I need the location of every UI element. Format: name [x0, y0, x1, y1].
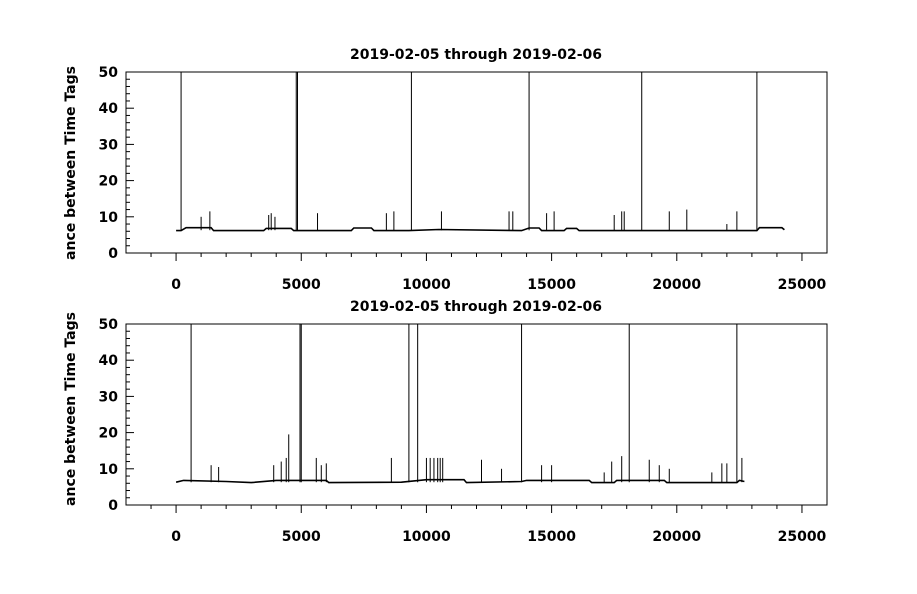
x-tick-label: 25000 — [778, 529, 827, 545]
y-tick-label: 20 — [99, 174, 119, 190]
x-tick-label: 5000 — [282, 277, 321, 293]
series-baseline-line — [175, 478, 745, 484]
x-tick-label: 15000 — [527, 277, 576, 293]
y-tick-label: 0 — [108, 246, 118, 262]
data-trace — [176, 72, 785, 232]
data-trace — [175, 324, 745, 484]
x-tick-label: 5000 — [282, 529, 321, 545]
chart-panel-top: 2019-02-05 through 2019-02-06 ance betwe… — [63, 47, 828, 293]
y-tick-label: 10 — [99, 462, 119, 478]
x-tick-label: 10000 — [402, 529, 451, 545]
chart-panel-bottom: 2019-02-05 through 2019-02-06 ance betwe… — [63, 299, 828, 545]
axis-ticks — [126, 323, 803, 513]
y-tick-label: 20 — [99, 426, 119, 442]
x-tick-labels: 0 5000 10000 15000 20000 25000 — [171, 277, 826, 293]
chart-title: 2019-02-05 through 2019-02-06 — [350, 299, 602, 315]
x-tick-label: 0 — [171, 529, 181, 545]
y-tick-label: 30 — [99, 389, 119, 405]
x-tick-label: 20000 — [652, 529, 701, 545]
y-tick-label: 30 — [99, 137, 119, 153]
y-tick-label: 50 — [99, 317, 119, 333]
y-tick-labels: 0 10 20 30 40 50 — [99, 65, 119, 262]
y-tick-label: 0 — [108, 498, 118, 514]
x-tick-label: 10000 — [402, 277, 451, 293]
x-tick-label: 0 — [171, 277, 181, 293]
axis-ticks — [126, 71, 803, 261]
series-baseline-line — [176, 226, 785, 232]
y-tick-label: 40 — [99, 353, 119, 369]
y-axis-label: ance between Time Tags — [63, 312, 79, 506]
x-tick-label: 15000 — [527, 529, 576, 545]
y-tick-labels: 0 10 20 30 40 50 — [99, 317, 119, 514]
x-tick-label: 25000 — [778, 277, 827, 293]
y-tick-label: 50 — [99, 65, 119, 81]
y-tick-label: 40 — [99, 101, 119, 117]
x-tick-labels: 0 5000 10000 15000 20000 25000 — [171, 529, 826, 545]
y-axis-label: ance between Time Tags — [63, 66, 79, 260]
x-tick-label: 20000 — [652, 277, 701, 293]
y-tick-label: 10 — [99, 210, 119, 226]
plot-frame — [125, 71, 828, 254]
chart-title: 2019-02-05 through 2019-02-06 — [350, 47, 602, 63]
